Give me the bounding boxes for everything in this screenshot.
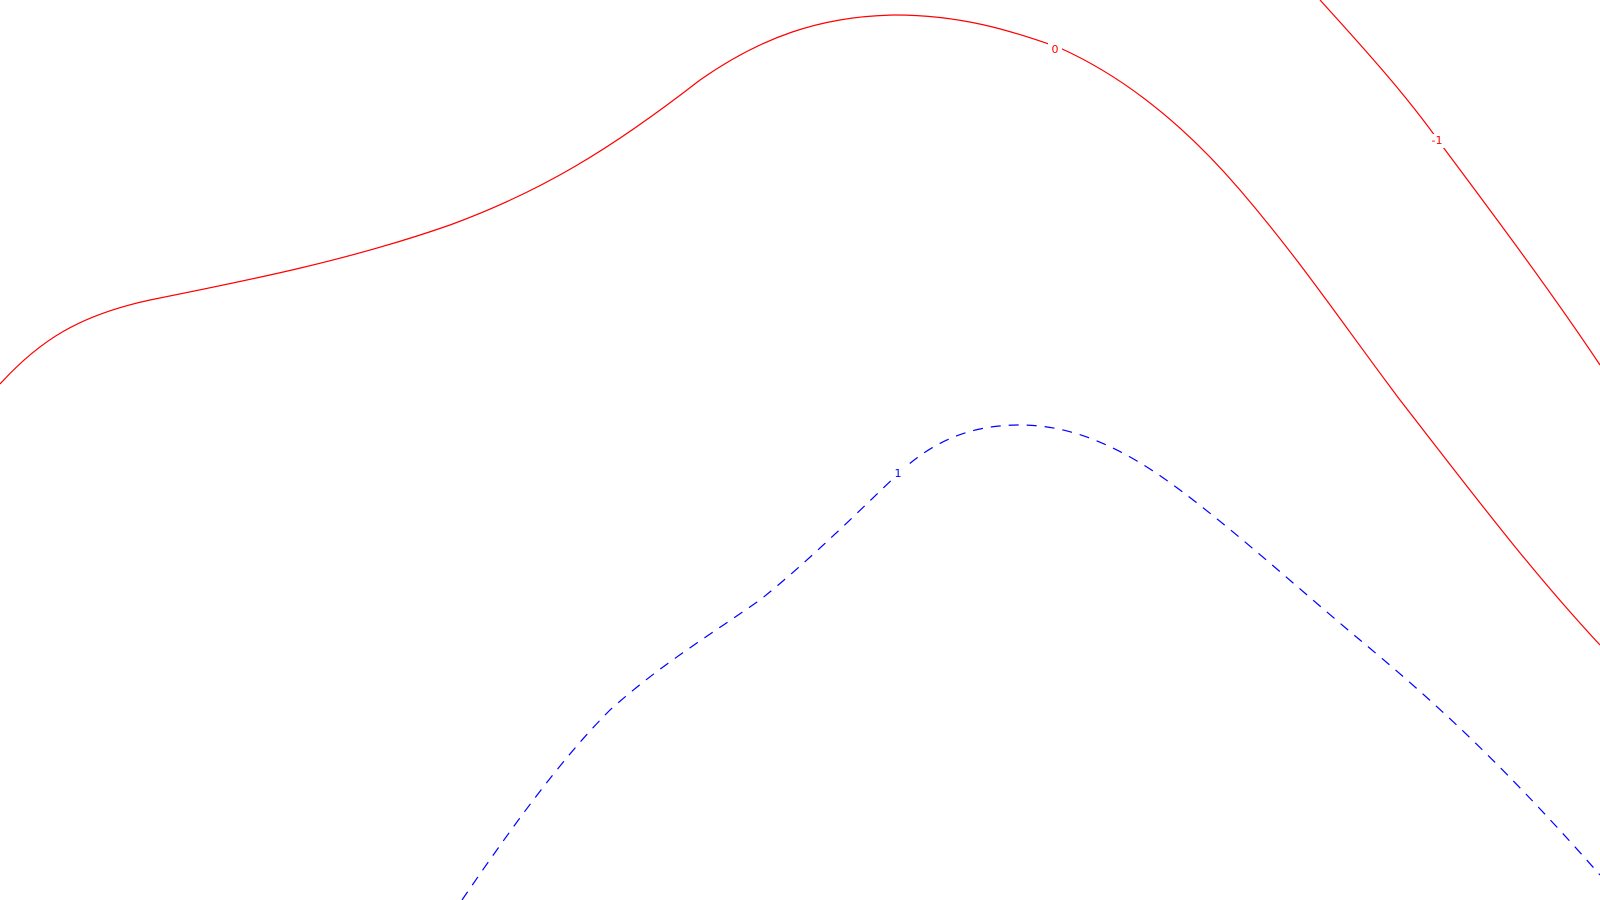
contour-label-0: 0 [1052, 43, 1059, 56]
contour-line-level-0 [0, 14, 1600, 646]
contour-label-bg-m1 [1428, 134, 1446, 148]
contour-label-bg-0 [1048, 43, 1062, 57]
contour-line-level-minus-1 [1319, 0, 1600, 366]
contour-label-bg-1 [891, 467, 905, 481]
contour-label-1: 1 [895, 467, 902, 480]
contour-line-level-1 [461, 424, 1600, 900]
contour-label-minus-1: -1 [1432, 134, 1443, 147]
